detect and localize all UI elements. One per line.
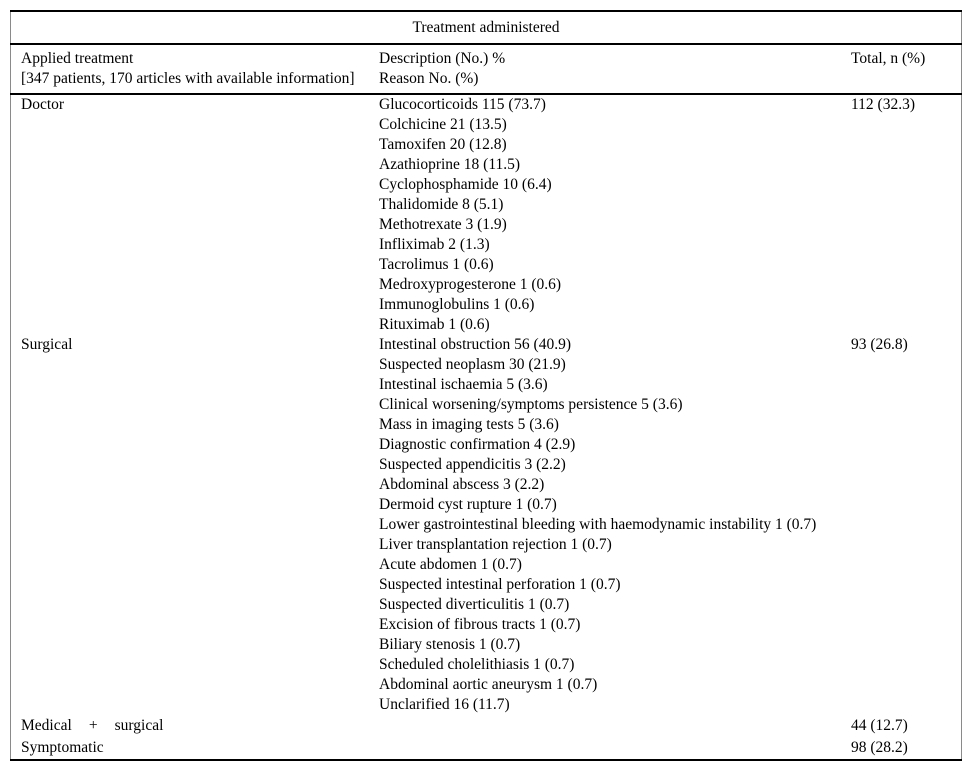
table-body: Doctor Glucocorticoids 115 (73.7) Colchic…: [11, 95, 961, 759]
detail-line: Methotrexate 3 (1.9): [379, 216, 507, 233]
column-header-total: Total, n (%): [851, 49, 961, 89]
detail-line: Intestinal ischaemia 5 (3.6): [379, 376, 548, 393]
table-row-group: Surgical Intestinal obstruction 56 (40.9…: [11, 335, 961, 715]
table-top-rule: [10, 10, 962, 12]
detail-line: Mass in imaging tests 5 (3.6): [379, 416, 559, 433]
detail-line: Tacrolimus 1 (0.6): [379, 256, 494, 273]
detail-line: Tamoxifen 20 (12.8): [379, 136, 507, 153]
detail-line: Clinical worsening/symptoms persistence …: [379, 396, 683, 413]
detail-line: Glucocorticoids 115 (73.7): [379, 96, 546, 113]
table-row-group: Doctor Glucocorticoids 115 (73.7) Colchic…: [11, 95, 961, 335]
treatment-total: 98 (28.2): [851, 739, 908, 756]
table-row-group: Symptomatic 98 (28.2): [11, 737, 961, 759]
detail-line: Immunoglobulins 1 (0.6): [379, 296, 535, 313]
applied-treatment-header-line1: Applied treatment: [21, 50, 134, 67]
table-header-row: Applied treatment [347 patients, 170 art…: [11, 45, 961, 93]
applied-treatment-header-line2: [347 patients, 170 articles with availab…: [21, 70, 355, 87]
detail-line: Intestinal obstruction 56 (40.9): [379, 336, 571, 353]
treatment-total: 112 (32.3): [851, 96, 915, 113]
detail-line: Medroxyprogesterone 1 (0.6): [379, 276, 562, 293]
detail-line: Rituximab 1 (0.6): [379, 316, 490, 333]
detail-line: Cyclophosphamide 10 (6.4): [379, 176, 552, 193]
treatment-details: Intestinal obstruction 56 (40.9) Suspecte…: [379, 335, 851, 715]
detail-line: Excision of fibrous tracts 1 (0.7): [379, 616, 581, 633]
detail-line: Diagnostic confirmation 4 (2.9): [379, 436, 576, 453]
description-header-line2: Reason No. (%): [379, 70, 479, 87]
detail-line: Infliximab 2 (1.3): [379, 236, 490, 253]
detail-line: Dermoid cyst rupture 1 (0.7): [379, 496, 557, 513]
treatment-label: Medical + surgical: [21, 717, 164, 734]
detail-line: Abdominal abscess 3 (2.2): [379, 476, 545, 493]
treatment-label: Symptomatic: [21, 739, 104, 756]
table-header-rule: [10, 93, 962, 95]
detail-line: Acute abdomen 1 (0.7): [379, 556, 522, 573]
table-caption: Treatment administered: [412, 19, 560, 36]
table-row-group: Medical + surgical 44 (12.7): [11, 715, 961, 737]
table-caption-rule: [10, 43, 962, 45]
treatment-details: [379, 716, 851, 736]
treatment-total: 93 (26.8): [851, 336, 908, 353]
description-header-line1: Description (No.) %: [379, 50, 506, 67]
detail-line: Biliary stenosis 1 (0.7): [379, 636, 521, 653]
detail-line: Scheduled cholelithiasis 1 (0.7): [379, 656, 575, 673]
column-header-description: Description (No.) % Reason No. (%): [379, 49, 851, 89]
treatment-label: Doctor: [21, 96, 65, 113]
detail-line: Suspected appendicitis 3 (2.2): [379, 456, 566, 473]
detail-line: Unclarified 16 (11.7): [379, 696, 510, 713]
detail-line: Lower gastrointestinal bleeding with hae…: [379, 516, 817, 533]
detail-line: Liver transplantation rejection 1 (0.7): [379, 536, 612, 553]
table-bottom-rule: [10, 759, 962, 761]
column-header-applied-treatment: Applied treatment [347 patients, 170 art…: [21, 49, 379, 89]
treatment-label: Surgical: [21, 336, 73, 353]
treatment-table: Treatment administered Applied treatment…: [10, 10, 962, 761]
total-header: Total, n (%): [851, 50, 926, 67]
detail-line: Suspected intestinal perforation 1 (0.7): [379, 576, 621, 593]
detail-line: Abdominal aortic aneurysm 1 (0.7): [379, 676, 598, 693]
detail-line: Colchicine 21 (13.5): [379, 116, 507, 133]
treatment-details: Glucocorticoids 115 (73.7) Colchicine 21 …: [379, 95, 851, 335]
treatment-total: 44 (12.7): [851, 717, 908, 734]
detail-line: Thalidomide 8 (5.1): [379, 196, 504, 213]
detail-line: Azathioprine 18 (11.5): [379, 156, 521, 173]
detail-line: Suspected neoplasm 30 (21.9): [379, 356, 566, 373]
treatment-details: [379, 738, 851, 758]
detail-line: Suspected diverticulitis 1 (0.7): [379, 596, 570, 613]
